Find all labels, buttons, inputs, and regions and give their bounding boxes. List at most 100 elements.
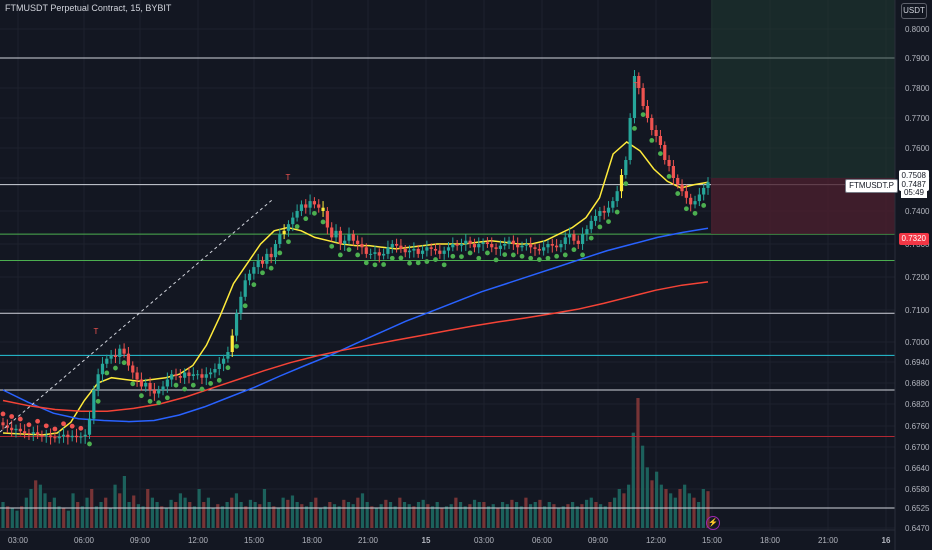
candle-body (87, 418, 92, 435)
signal-dot (216, 377, 222, 383)
volume-bar (505, 504, 509, 528)
moving-average-line (2, 141, 709, 436)
candle-body (170, 374, 174, 380)
candle-body (658, 136, 663, 145)
x-tick-label: 06:00 (74, 536, 95, 545)
signal-dot (450, 253, 456, 259)
x-tick-label: 18:00 (760, 536, 781, 545)
signal-dot (562, 252, 568, 258)
candle-body (44, 435, 48, 437)
x-tick-label: 18:00 (302, 536, 323, 545)
candle-body (122, 348, 126, 354)
signal-dot (113, 365, 118, 371)
signal-dot (346, 247, 352, 253)
candle-body (511, 240, 515, 244)
volume-bar (365, 502, 369, 528)
candle-body (31, 432, 35, 434)
signal-dot (675, 191, 681, 196)
volume-bar (379, 504, 383, 528)
candle-body (27, 433, 31, 434)
volume-bar (122, 476, 126, 528)
candle-body (386, 247, 390, 254)
candle-body (382, 253, 386, 256)
volume-bar (622, 493, 626, 528)
signal-dot (52, 426, 58, 432)
signal-dot (121, 360, 127, 366)
candle-body (1, 422, 5, 426)
volume-bar (398, 497, 402, 528)
signal-dot (95, 398, 101, 404)
candle-body (291, 217, 295, 225)
candle-body (542, 247, 546, 251)
x-tick-label: 21:00 (358, 536, 379, 545)
candle-body (394, 244, 399, 246)
signal-dot (536, 257, 542, 262)
candle-body (243, 280, 247, 297)
volume-bar (585, 499, 589, 528)
volume-bar (202, 502, 206, 528)
volume-bar (239, 502, 243, 528)
volume-bar (552, 504, 556, 528)
volume-bar (416, 502, 421, 528)
signal-dot (225, 365, 231, 371)
candle-body (369, 253, 373, 255)
volume-bar (603, 506, 607, 528)
volume-bar (220, 506, 225, 528)
volume-bar (24, 497, 28, 528)
candle-body (611, 201, 615, 208)
y-tick-label: 0.7400 (905, 207, 930, 216)
candle-body (308, 201, 312, 208)
moving-averages (2, 141, 709, 436)
volume-bar (253, 502, 257, 528)
candle-body (412, 248, 416, 251)
currency-button[interactable]: USDT (901, 3, 927, 19)
lightning-icon[interactable]: ⚡ (706, 516, 720, 530)
volume-bar (687, 493, 691, 528)
candle-body (330, 227, 334, 238)
candle-body (697, 194, 701, 202)
signal-dot (580, 252, 585, 258)
chart-title[interactable]: FTMUSDT Perpetual Contract, 15, BYBIT (5, 3, 172, 13)
candle-body (118, 348, 122, 357)
candle-body (200, 374, 204, 378)
signal-dot (614, 209, 620, 215)
volume-bar (323, 506, 327, 528)
volume-bar (230, 497, 234, 528)
volume-bar (10, 508, 14, 528)
candle-body (464, 240, 468, 244)
signal-dot (476, 255, 482, 261)
candle-body (18, 428, 22, 432)
volume-bar (211, 508, 215, 528)
volume-bar (472, 499, 477, 528)
volume-bar (360, 493, 365, 528)
candle-body (485, 242, 490, 244)
signal-dot (372, 262, 378, 268)
x-tick-label: 16 (882, 536, 891, 545)
volume-bar (575, 506, 579, 528)
y-tick-label: 0.6940 (905, 358, 930, 367)
candle-body (105, 358, 109, 364)
volume-bar (486, 506, 491, 528)
x-tick-label: 09:00 (130, 536, 151, 545)
volume-bar (141, 506, 145, 528)
volume-bar (407, 504, 411, 528)
volume-bar (528, 504, 533, 528)
signal-dot (164, 395, 170, 401)
candle-body (325, 211, 329, 228)
y-axis: 0.80000.79000.78000.77000.76000.75000.74… (905, 25, 930, 533)
volume-bar (556, 508, 561, 528)
candle-body (247, 273, 252, 281)
volume-bar (118, 493, 122, 528)
candle-body (304, 204, 308, 208)
volume-bar (43, 493, 47, 528)
candle-body (684, 191, 688, 198)
volume-bar (332, 504, 337, 528)
candle-body (57, 436, 61, 439)
candle-body (693, 201, 697, 205)
candle-body (615, 191, 619, 202)
volume-bar (160, 506, 164, 528)
candle-body (343, 240, 347, 244)
volume-bar (561, 506, 565, 528)
signal-dot (467, 250, 473, 256)
